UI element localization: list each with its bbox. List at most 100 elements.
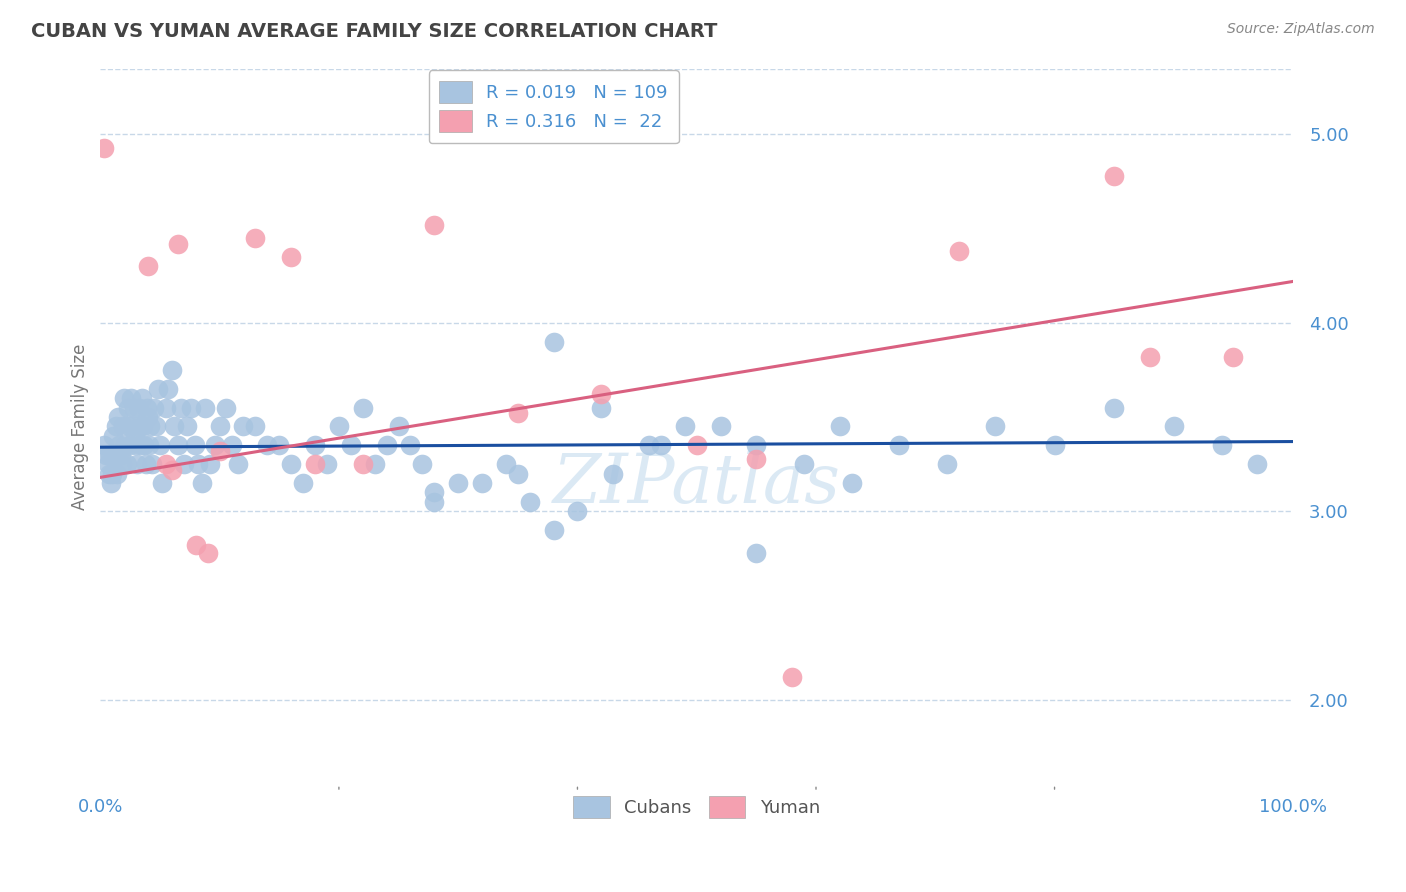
Point <box>127 457 149 471</box>
Point <box>197 546 219 560</box>
Point <box>135 457 157 471</box>
Point <box>363 457 385 471</box>
Point <box>292 475 315 490</box>
Point <box>157 382 180 396</box>
Point <box>936 457 959 471</box>
Point <box>316 457 339 471</box>
Point <box>167 236 190 251</box>
Point <box>1102 169 1125 183</box>
Point <box>122 401 145 415</box>
Point <box>173 457 195 471</box>
Point <box>146 382 169 396</box>
Point <box>745 546 768 560</box>
Point <box>141 457 163 471</box>
Point <box>638 438 661 452</box>
Point <box>111 457 134 471</box>
Point <box>198 457 221 471</box>
Point <box>121 419 143 434</box>
Point <box>650 438 672 452</box>
Point <box>190 475 212 490</box>
Point <box>506 406 529 420</box>
Point <box>745 451 768 466</box>
Point <box>128 419 150 434</box>
Point <box>1211 438 1233 452</box>
Point <box>149 438 172 452</box>
Point <box>103 429 125 443</box>
Point <box>495 457 517 471</box>
Point <box>124 429 146 443</box>
Point <box>143 401 166 415</box>
Point <box>423 218 446 232</box>
Point <box>256 438 278 452</box>
Y-axis label: Average Family Size: Average Family Size <box>72 343 89 509</box>
Point <box>780 670 803 684</box>
Point <box>117 401 139 415</box>
Point <box>280 250 302 264</box>
Point <box>187 457 209 471</box>
Point <box>118 419 141 434</box>
Point <box>506 467 529 481</box>
Point <box>111 419 134 434</box>
Point <box>167 438 190 452</box>
Text: ZIPatlas: ZIPatlas <box>553 450 841 517</box>
Point <box>136 410 159 425</box>
Point <box>543 523 565 537</box>
Point <box>108 438 131 452</box>
Point <box>214 401 236 415</box>
Point <box>107 410 129 425</box>
Point <box>984 419 1007 434</box>
Point <box>269 438 291 452</box>
Point <box>104 448 127 462</box>
Point <box>1139 350 1161 364</box>
Point <box>204 438 226 452</box>
Point <box>352 457 374 471</box>
Point <box>245 231 267 245</box>
Point <box>1222 350 1244 364</box>
Point <box>304 438 326 452</box>
Point <box>226 457 249 471</box>
Point <box>948 244 970 259</box>
Point <box>155 457 177 471</box>
Point <box>1163 419 1185 434</box>
Point <box>328 419 350 434</box>
Point <box>232 419 254 434</box>
Point <box>471 475 494 490</box>
Point <box>543 334 565 349</box>
Point <box>150 475 173 490</box>
Text: Source: ZipAtlas.com: Source: ZipAtlas.com <box>1227 22 1375 37</box>
Point <box>387 419 409 434</box>
Point <box>114 438 136 452</box>
Point <box>120 391 142 405</box>
Point <box>160 463 183 477</box>
Point <box>793 457 815 471</box>
Point <box>180 401 202 415</box>
Point <box>134 438 156 452</box>
Point <box>125 438 148 452</box>
Point <box>100 475 122 490</box>
Point <box>519 495 541 509</box>
Point <box>163 419 186 434</box>
Point <box>115 457 138 471</box>
Point <box>208 419 231 434</box>
Point <box>93 141 115 155</box>
Text: CUBAN VS YUMAN AVERAGE FAMILY SIZE CORRELATION CHART: CUBAN VS YUMAN AVERAGE FAMILY SIZE CORRE… <box>31 22 717 41</box>
Point <box>340 438 363 452</box>
Point <box>245 419 267 434</box>
Point <box>128 401 150 415</box>
Point <box>221 438 243 452</box>
Point <box>101 467 124 481</box>
Point <box>96 448 118 462</box>
Point <box>183 438 205 452</box>
Point <box>399 438 422 452</box>
Point <box>120 438 142 452</box>
Point <box>304 457 326 471</box>
Point <box>686 438 709 452</box>
Point <box>131 391 153 405</box>
Point <box>110 448 132 462</box>
Point <box>423 485 446 500</box>
Point <box>105 467 128 481</box>
Point <box>375 438 398 452</box>
Point <box>591 387 613 401</box>
Point <box>184 538 207 552</box>
Point <box>155 401 177 415</box>
